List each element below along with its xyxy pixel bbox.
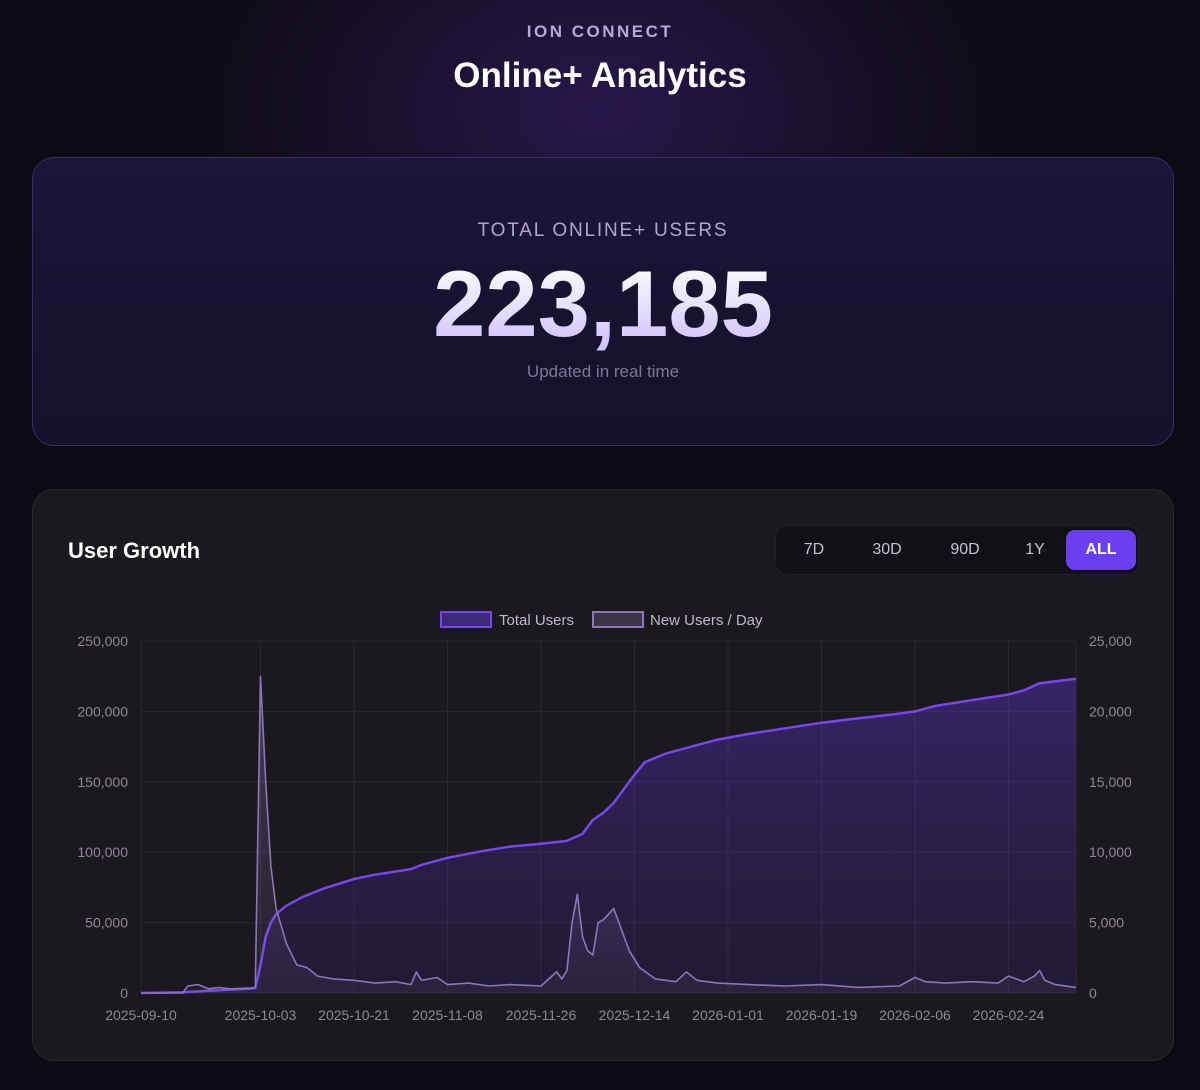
y-left-tick-label: 200,000: [77, 703, 128, 719]
stat-value: 223,185: [33, 254, 1173, 354]
y-right-tick-label: 25,000: [1089, 633, 1132, 649]
y-left-tick-label: 150,000: [77, 774, 128, 790]
range-button-all[interactable]: ALL: [1066, 530, 1136, 570]
x-tick-label: 2025-11-26: [506, 1007, 577, 1023]
y-right-tick-label: 10,000: [1089, 844, 1132, 860]
x-tick-label: 2026-02-06: [879, 1007, 951, 1023]
total-users-card: TOTAL ONLINE+ USERS 223,185 Updated in r…: [32, 157, 1174, 446]
time-range-selector: 7D 30D 90D 1Y ALL: [775, 525, 1139, 575]
user-growth-card: 0 0 50,000 5,000 100,000 10,000 150,000 15,000 2…: [32, 489, 1174, 1061]
x-tick-label: 2025-12-14: [599, 1007, 671, 1023]
legend-swatch-total-users: [440, 611, 492, 628]
y-right-tick-label: 0: [1089, 985, 1097, 1001]
legend-label-total-users: Total Users: [499, 612, 574, 629]
range-button-1y[interactable]: 1Y: [1025, 541, 1045, 558]
y-left-tick-label: 0: [120, 985, 128, 1001]
page-header: ION CONNECT Online+ Analytics: [0, 22, 1200, 96]
y-left-tick-label: 50,000: [85, 915, 128, 931]
range-button-7d[interactable]: 7D: [803, 541, 825, 558]
legend-label-new-users-per-day: New Users / Day: [650, 612, 763, 629]
chart-title: User Growth: [68, 538, 201, 563]
x-tick-label: 2026-02-24: [973, 1007, 1045, 1023]
page-title: Online+ Analytics: [453, 56, 747, 95]
y-right-tick-label: 15,000: [1089, 774, 1132, 790]
x-tick-label: 2025-11-08: [412, 1007, 483, 1023]
series-area-total-users: [141, 678, 1076, 993]
user-growth-chart: 0 0 50,000 5,000 100,000 10,000 150,000 15,000 2…: [77, 611, 1132, 1023]
y-left-tick-label: 100,000: [77, 844, 128, 860]
range-button-90d[interactable]: 90D: [950, 541, 980, 558]
x-tick-label: 2025-10-03: [225, 1007, 297, 1023]
legend-swatch-new-users-per-day: [592, 611, 644, 628]
x-tick-label: 2026-01-19: [786, 1007, 858, 1023]
x-tick-label: 2025-09-10: [105, 1007, 177, 1023]
stat-label: TOTAL ONLINE+ USERS: [477, 220, 729, 241]
series-area-new-users-per-day: [141, 676, 1076, 993]
x-tick-label: 2025-10-21: [318, 1007, 390, 1023]
y-right-tick-label: 5,000: [1089, 915, 1124, 931]
stat-subtitle: Updated in real time: [526, 362, 680, 381]
y-right-tick-label: 20,000: [1089, 703, 1132, 719]
y-left-tick-label: 250,000: [77, 633, 128, 649]
brand-eyebrow: ION CONNECT: [526, 22, 674, 41]
x-tick-label: 2026-01-01: [692, 1007, 764, 1023]
series-line-new-users-per-day: [141, 675, 1077, 994]
range-button-30d[interactable]: 30D: [872, 541, 902, 558]
